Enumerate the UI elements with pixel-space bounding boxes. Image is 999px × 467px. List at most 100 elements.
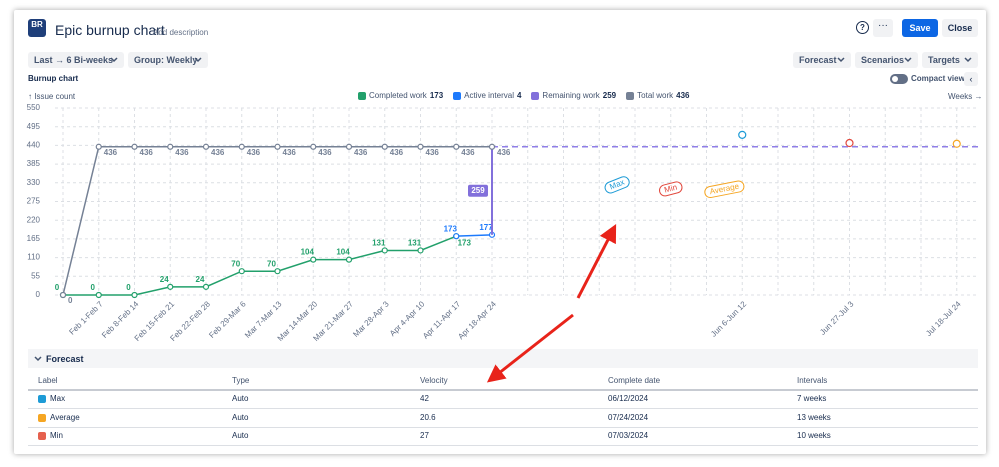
column-header: Velocity (420, 376, 448, 385)
value-label: 436 (175, 148, 189, 157)
row-swatch (38, 413, 46, 422)
table-cell: 42 (420, 394, 429, 403)
point (167, 283, 174, 290)
chevron (964, 57, 972, 63)
series-line (63, 235, 457, 296)
value-label: 131 (372, 239, 386, 248)
close-button[interactable]: Close (942, 19, 978, 37)
y-tick-label: 275 (27, 197, 41, 206)
scenarios-button[interactable]: Scenarios (855, 52, 918, 68)
x-tick-label: Apr 18-Apr 24 (456, 299, 498, 341)
point (202, 283, 210, 290)
range-button[interactable]: Last → 6 Bi-weeks (28, 52, 124, 68)
more-button[interactable]: ··· (873, 19, 893, 37)
value-label: 70 (267, 259, 276, 268)
x-tick-label: Apr 4-Apr 10 (388, 299, 427, 338)
legend-value: 259 (602, 91, 617, 100)
value-label: 259 (471, 186, 485, 195)
forecast-label-box (704, 180, 745, 199)
help-icon[interactable]: ? (856, 21, 869, 34)
point (59, 291, 67, 299)
value-label: 436 (247, 148, 261, 157)
y-tick-label: 550 (27, 103, 41, 112)
scenarios-label: Scenarios (861, 55, 905, 65)
column-header: Complete date (608, 376, 661, 385)
point (274, 268, 281, 275)
forecast-section-header[interactable]: Forecast (28, 349, 978, 368)
forecast-label: Average (704, 180, 745, 199)
value-label: 436 (283, 148, 297, 157)
forecast-title: Forecast (46, 354, 84, 364)
forecast-label-box (604, 176, 630, 194)
point (95, 143, 102, 150)
compact-toggle[interactable] (890, 74, 908, 84)
legend-swatch (453, 91, 462, 100)
legend-value: 436 (676, 91, 690, 100)
forecast-button[interactable]: Forecast (793, 52, 851, 68)
point (274, 143, 281, 150)
value-label: 24 (196, 275, 205, 284)
x-tick-label: Jun 6-Jun 12 (709, 299, 748, 338)
value-label: 173 (444, 224, 458, 233)
column-header: Intervals (797, 376, 828, 385)
value-label-box (468, 184, 488, 197)
row-swatch (38, 395, 46, 403)
legend-swatch (626, 91, 635, 100)
point (310, 143, 317, 150)
value-label: 0 (55, 283, 60, 292)
chevron (110, 57, 118, 63)
y-tick-label: 330 (27, 178, 41, 187)
table-cell: 7 weeks (797, 394, 827, 403)
group-button[interactable]: Group: Weekly (128, 52, 208, 68)
legend-name: Remaining work (542, 91, 600, 100)
point (453, 233, 460, 240)
x-tick-label: Jun 27-Jul 3 (818, 299, 856, 337)
save-button[interactable]: Save (902, 19, 938, 37)
value-label: 24 (160, 275, 169, 284)
legend-name: Total work (637, 91, 674, 100)
point (488, 143, 496, 150)
point (167, 143, 174, 150)
chevron (837, 57, 845, 63)
point (131, 143, 138, 150)
remaining-bar (491, 146, 493, 235)
table-cell: 10 weeks (797, 431, 831, 440)
table-cell: 20.6 (420, 412, 436, 422)
chart-title: Burnup chart (28, 74, 79, 83)
forecast-label: Max (604, 176, 630, 194)
table-cell: 13 weeks (797, 412, 831, 422)
x-tick-label: Jul 18-Jul 24 (924, 299, 963, 338)
x-tick-label: Mar 28-Apr 3 (351, 299, 391, 339)
collapse-button[interactable]: ‹ (964, 72, 978, 86)
y-tick-label: 220 (27, 215, 41, 224)
value-label: 436 (140, 148, 154, 157)
value-label: 436 (211, 148, 225, 157)
targets-button[interactable]: Targets (922, 52, 978, 68)
y-axis-label: ↑ Issue count (28, 92, 76, 101)
point (345, 256, 353, 263)
y-tick-label: 110 (27, 253, 40, 262)
table-cell: Min (50, 431, 63, 440)
point (381, 247, 388, 254)
x-axis-label: Weeks → (948, 92, 983, 101)
row-divider (28, 427, 978, 428)
add-description[interactable]: Add description (153, 28, 209, 37)
y-tick-label: 55 (31, 271, 40, 280)
point (238, 268, 245, 275)
point (381, 143, 388, 150)
value-label: 70 (231, 259, 240, 268)
value-label: 436 (426, 148, 440, 157)
forecast-label-box (658, 181, 683, 197)
row-divider (28, 408, 978, 409)
header-divider (28, 389, 978, 391)
logo-text: BR (31, 20, 43, 29)
value-label: 0 (68, 296, 73, 305)
table-cell: Average (50, 412, 80, 422)
value-label: 131 (408, 239, 422, 248)
y-tick-label: 0 (36, 290, 41, 299)
point (310, 256, 317, 263)
page-title: Epic burnup chart (55, 22, 165, 38)
y-tick-label: 495 (27, 122, 41, 131)
table-cell: Auto (232, 394, 249, 403)
